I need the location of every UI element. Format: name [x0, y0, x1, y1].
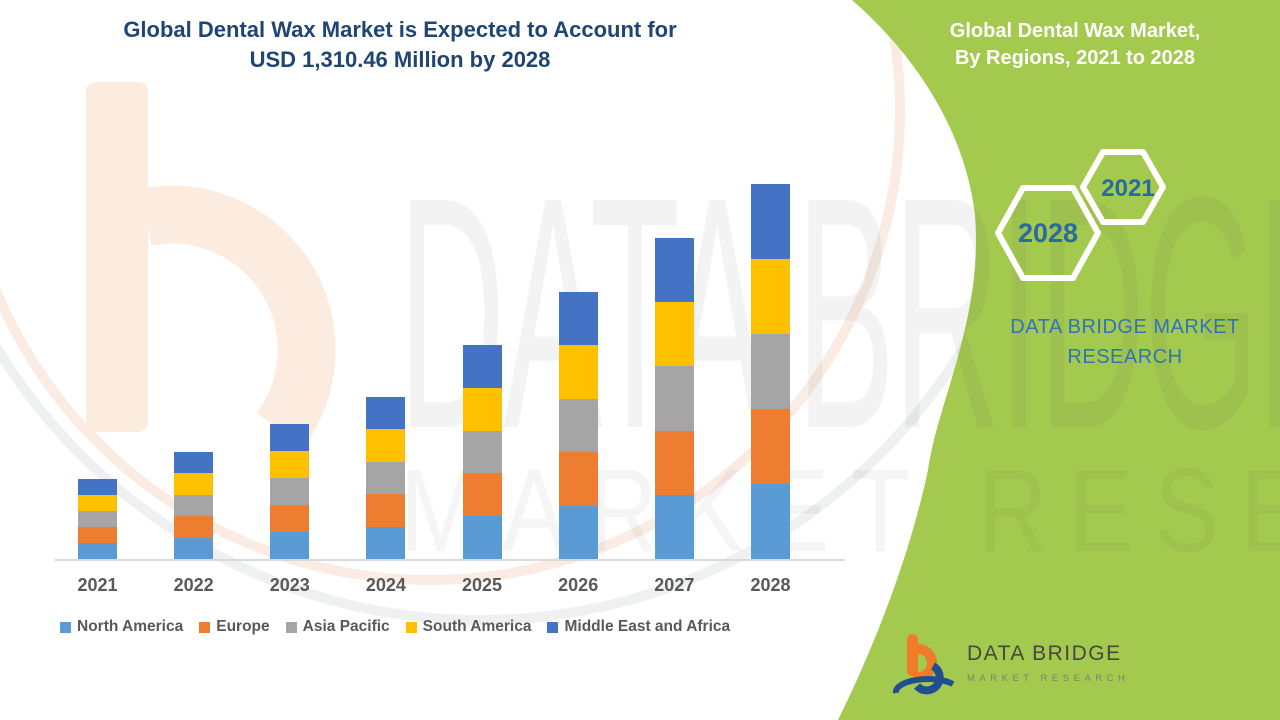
legend-label: Middle East and Africa: [564, 618, 731, 635]
footer-logo-text: DATA BRIDGE MARKET RESEARCH: [967, 642, 1129, 684]
x-axis-label-2023: 2023: [269, 575, 310, 595]
legend-swatch: [405, 621, 417, 633]
brand-text-line2: RESEARCH: [1067, 346, 1183, 368]
legend-label: Europe: [216, 618, 270, 635]
x-axis-label-2024: 2024: [365, 575, 406, 595]
bar-segment-2025-asia-pacific: [462, 430, 502, 474]
page-title-line1: Global Dental Wax Market is Expected to …: [123, 17, 677, 42]
x-axis-label-2021: 2021: [77, 575, 118, 595]
legend-label: North America: [77, 618, 184, 635]
legend-swatch: [60, 621, 71, 633]
bar-segment-2027-middle-east-and-africa: [654, 238, 694, 303]
legend-item-europe: Europe: [199, 618, 270, 636]
bar-2024: [366, 397, 406, 559]
footer-logo-tagline: MARKET RESEARCH: [967, 673, 1130, 684]
bar-segment-2025-north-america: [462, 516, 502, 559]
dbmr-logo-watermark: [86, 82, 336, 442]
bar-segment-2021-south-america: [78, 495, 117, 511]
brand-text-line1: DATA BRIDGE MARKET: [1010, 316, 1240, 338]
bar-segment-2021-europe: [78, 527, 117, 543]
bar-segment-2023-south-america: [270, 451, 310, 478]
bar-segment-2026-asia-pacific: [558, 398, 598, 453]
bar-segment-2023-asia-pacific: [270, 478, 310, 505]
bar-2027: [654, 238, 694, 559]
side-panel-title-line2: By Regions, 2021 to 2028: [954, 47, 1196, 69]
x-axis-labels: 2021 2022 2023 2024 2025 2026 2027 2028: [0, 575, 845, 599]
bar-segment-2021-north-america: [78, 543, 117, 559]
dbmr-logo-icon: [893, 634, 955, 695]
bar-segment-2027-south-america: [654, 302, 694, 367]
bar-segment-2027-europe: [654, 430, 694, 495]
side-panel-title: Global Dental Wax Market, By Regions, 20…: [880, 18, 1270, 72]
bar-segment-2022-europe: [174, 516, 214, 538]
bar-segment-2024-south-america: [366, 429, 406, 462]
bar-segment-2028-south-america: [750, 259, 790, 334]
bar-segment-2025-south-america: [462, 387, 502, 431]
footer-logo-name: DATA BRIDGE: [967, 642, 1122, 665]
bar-segment-2028-europe: [750, 409, 790, 484]
bar-segment-2023-europe: [270, 505, 310, 532]
bar-segment-2023-middle-east-and-africa: [270, 424, 310, 451]
bar-segment-2022-south-america: [174, 473, 214, 495]
page-title-line2: USD 1,310.46 Million by 2028: [249, 47, 551, 72]
bar-segment-2024-north-america: [366, 526, 406, 559]
bar-2025: [462, 345, 502, 559]
legend: North America Europe Asia Pacific South Ame…: [60, 618, 850, 636]
x-axis-label-2025: 2025: [462, 575, 503, 595]
bar-segment-2028-north-america: [750, 484, 790, 559]
x-axis-line: [55, 559, 845, 561]
bar-segment-2024-europe: [366, 494, 406, 527]
bar-segment-2026-south-america: [558, 345, 598, 399]
legend-item-south-america: South America: [405, 618, 532, 636]
legend-swatch: [547, 621, 559, 633]
x-axis-label-2027: 2027: [654, 575, 695, 595]
footer-logo-divider: [967, 669, 1117, 670]
page-title: Global Dental Wax Market is Expected to …: [40, 15, 760, 75]
legend-swatch: [199, 621, 211, 633]
bar-segment-2024-middle-east-and-africa: [366, 397, 406, 430]
bar-segment-2021-middle-east-and-africa: [78, 479, 117, 495]
x-axis-label-2026: 2026: [558, 575, 599, 595]
brand-text: DATA BRIDGE MARKET RESEARCH: [960, 312, 1280, 372]
bar-2028: [750, 184, 790, 559]
side-panel-title-line1: Global Dental Wax Market,: [949, 20, 1201, 42]
legend-item-north-america: North America: [60, 618, 183, 636]
bar-segment-2026-middle-east-and-africa: [558, 292, 598, 346]
bar-2023: [270, 424, 310, 559]
bar-2026: [558, 292, 598, 559]
bar-segment-2022-middle-east-and-africa: [174, 452, 214, 474]
chart-plot-area: [0, 184, 845, 559]
legend-item-asia-pacific: Asia Pacific: [285, 618, 390, 636]
bar-segment-2024-asia-pacific: [366, 461, 406, 495]
footer-logo: DATA BRIDGE MARKET RESEARCH: [893, 632, 1129, 700]
bar-segment-2026-north-america: [558, 505, 598, 559]
legend-item-middle-east-and-africa: Middle East and Africa: [547, 618, 730, 636]
bar-segment-2026-europe: [558, 452, 598, 506]
bar-2021: [78, 479, 117, 559]
legend-swatch: [285, 621, 297, 633]
bar-segment-2023-north-america: [270, 532, 310, 559]
bar-segment-2028-middle-east-and-africa: [750, 184, 790, 259]
x-axis-label-2028: 2028: [750, 575, 791, 595]
bar-2022: [174, 452, 214, 559]
bar-segment-2027-asia-pacific: [654, 366, 694, 431]
bar-segment-2025-middle-east-and-africa: [462, 345, 502, 388]
bar-segment-2021-asia-pacific: [78, 511, 117, 527]
bar-segment-2027-north-america: [654, 494, 694, 559]
bar-segment-2022-asia-pacific: [174, 494, 214, 517]
legend-label: South America: [422, 618, 532, 635]
bar-segment-2025-europe: [462, 473, 502, 517]
legend-label: Asia Pacific: [302, 618, 390, 635]
bar-segment-2028-asia-pacific: [750, 334, 790, 409]
x-axis-label-2022: 2022: [173, 575, 214, 595]
bar-segment-2022-north-america: [174, 537, 214, 559]
